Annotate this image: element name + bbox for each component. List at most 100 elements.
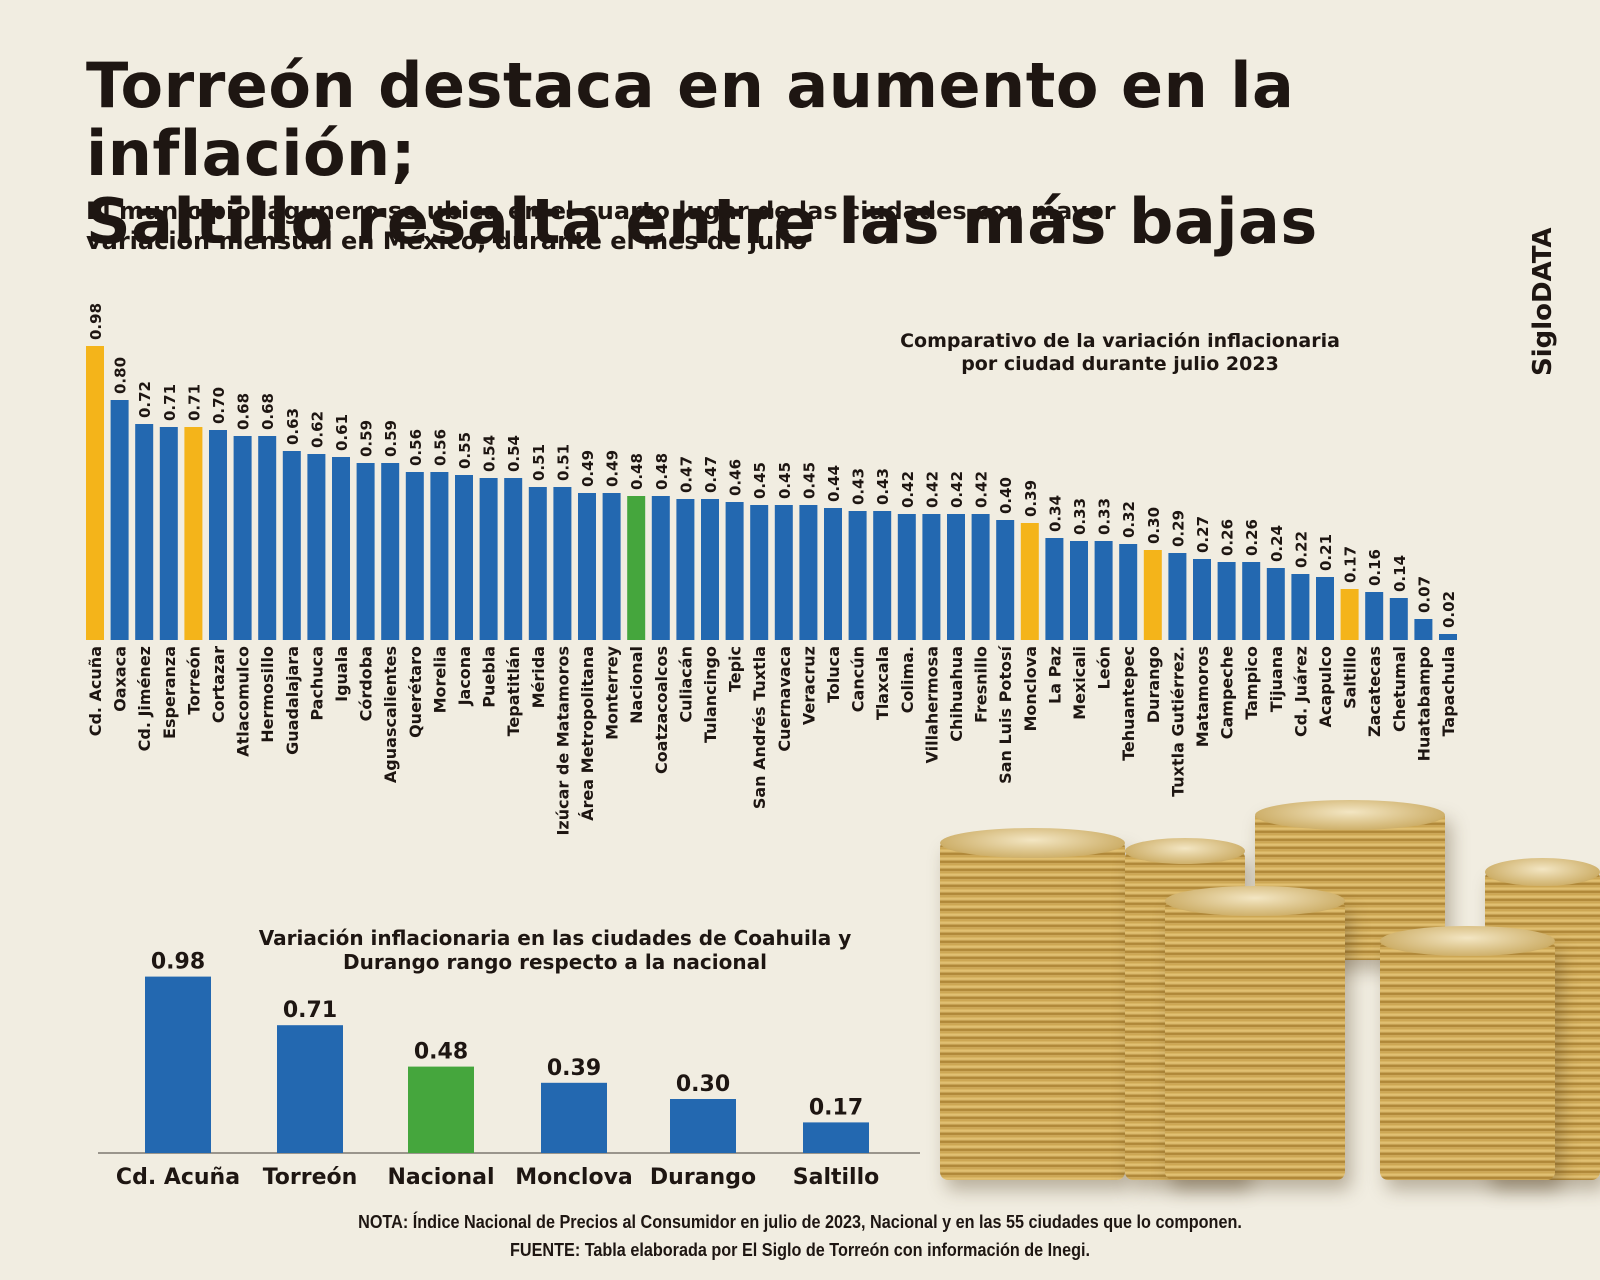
bar-34 — [922, 514, 941, 640]
bar-value-label: 0.26 — [1243, 519, 1261, 556]
bar-9 — [307, 454, 326, 640]
category-label: Acapulco — [1316, 646, 1335, 727]
coahuila-bar-value-label: 0.98 — [151, 950, 205, 975]
category-label: Huatabampo — [1414, 646, 1433, 761]
bar-value-label: 0.33 — [1071, 498, 1089, 535]
bar-value-label: 0.55 — [456, 432, 474, 469]
footer-notes: NOTA: Índice Nacional de Precios al Cons… — [80, 1208, 1520, 1264]
bar-33 — [897, 514, 916, 640]
category-label: Hermosillo — [258, 646, 277, 743]
category-label: Jacona — [455, 646, 474, 706]
category-label: Querétaro — [406, 646, 425, 738]
bar-22 — [627, 496, 646, 640]
bar-17 — [504, 478, 523, 640]
coahuila-chart-title-line-2: Durango rango respecto a la nacional — [343, 950, 767, 974]
bar-value-label: 0.40 — [997, 477, 1015, 514]
bar-value-label: 0.17 — [1342, 546, 1360, 583]
bar-value-label: 0.54 — [505, 435, 523, 472]
bar-value-label: 0.54 — [481, 435, 499, 472]
bar-value-label: 0.49 — [579, 450, 597, 487]
title-line-1: Torreón destaca en aumento en la inflaci… — [86, 49, 1295, 190]
coahuila-category-label: Cd. Acuña — [116, 1165, 240, 1190]
category-label: San Andrés Tuxtla — [750, 646, 769, 809]
category-label: Fresnillo — [972, 646, 991, 723]
bar-43 — [1143, 550, 1162, 640]
bar-value-label: 0.33 — [1096, 498, 1114, 535]
bar-value-label: 0.46 — [727, 459, 745, 496]
bar-23 — [651, 496, 670, 640]
category-label: Tijuana — [1267, 646, 1286, 712]
category-label: Colima. — [898, 646, 917, 713]
bar-39 — [1045, 538, 1064, 640]
bar-16 — [479, 478, 498, 640]
bar-value-label: 0.14 — [1391, 555, 1409, 592]
bar-0 — [86, 346, 104, 640]
coahuila-bar-2 — [408, 1066, 474, 1153]
category-label: Oaxaca — [111, 646, 130, 712]
bar-value-label: 0.44 — [825, 465, 843, 502]
bar-54 — [1414, 619, 1433, 640]
bar-value-label: 0.98 — [87, 303, 105, 340]
bar-value-label: 0.42 — [973, 471, 991, 508]
category-label: Cd. Jiménez — [135, 646, 154, 751]
category-label: Tepic — [726, 646, 745, 692]
bar-value-label: 0.22 — [1292, 531, 1310, 568]
page-title: Torreón destaca en aumento en la inflaci… — [86, 52, 1526, 256]
bar-50 — [1316, 577, 1334, 640]
coahuila-category-label: Nacional — [387, 1165, 494, 1190]
bar-value-label: 0.45 — [751, 462, 769, 499]
bar-value-label: 0.61 — [333, 414, 351, 451]
coins-illustration — [940, 800, 1600, 1180]
bar-value-label: 0.80 — [112, 357, 130, 394]
bar-4 — [184, 427, 203, 640]
bar-value-label: 0.27 — [1194, 516, 1212, 553]
category-label: León — [1095, 646, 1114, 689]
bar-13 — [405, 472, 424, 640]
category-label: Saltillo — [1341, 646, 1360, 709]
page-subtitle: El municipio lagunero se ubica en el cua… — [86, 196, 1286, 256]
category-label: Chihuahua — [947, 646, 966, 742]
coahuila-bar-5 — [803, 1122, 869, 1153]
bar-11 — [356, 463, 375, 640]
bar-12 — [381, 463, 400, 640]
category-label: Cd. Acuña — [86, 646, 105, 736]
category-label: Zacatecas — [1365, 646, 1384, 737]
bar-45 — [1193, 559, 1211, 640]
coahuila-bar-value-label: 0.48 — [414, 1040, 468, 1065]
coahuila-category-label: Torreón — [263, 1165, 358, 1190]
bar-24 — [676, 499, 695, 640]
category-label: Torreón — [184, 646, 203, 715]
category-label: Cd. Juárez — [1291, 646, 1310, 737]
category-label: Tampico — [1242, 646, 1261, 720]
bar-value-label: 0.56 — [431, 429, 449, 466]
coahuila-bar-value-label: 0.39 — [547, 1056, 601, 1081]
bar-value-label: 0.43 — [850, 468, 868, 505]
bar-value-label: 0.70 — [210, 387, 228, 424]
category-label: Tulancingo — [701, 646, 720, 743]
category-label: Cortazar — [209, 646, 228, 723]
category-label: Cuernavaca — [775, 646, 794, 752]
main-chart-title-line-2: por ciudad durante julio 2023 — [961, 353, 1279, 375]
bar-8 — [282, 451, 301, 640]
bar-value-label: 0.72 — [136, 381, 154, 418]
bar-37 — [996, 520, 1015, 640]
bar-value-label: 0.45 — [800, 462, 818, 499]
bar-5 — [209, 430, 227, 640]
bar-44 — [1168, 553, 1187, 640]
category-label: Villahermosa — [922, 646, 941, 763]
coahuila-bar-3 — [541, 1082, 607, 1153]
bar-value-label: 0.30 — [1145, 507, 1163, 544]
coahuila-bar-1 — [277, 1025, 343, 1153]
category-label: Campeche — [1218, 646, 1237, 739]
title-line-2: Saltillo resalta entre las más bajas — [86, 185, 1318, 258]
category-label: San Luis Potosí — [996, 644, 1015, 783]
bar-6 — [233, 436, 252, 640]
category-label: Mexicali — [1070, 646, 1089, 720]
footer-source: FUENTE: Tabla elaborada por El Siglo de … — [510, 1240, 1090, 1260]
coahuila-chart-title-line-1: Variación inflacionaria en las ciudades … — [258, 926, 852, 950]
bar-48 — [1266, 568, 1285, 640]
category-label: Tlaxcala — [873, 646, 892, 720]
bar-36 — [971, 514, 990, 640]
category-label: Nacional — [627, 646, 646, 724]
